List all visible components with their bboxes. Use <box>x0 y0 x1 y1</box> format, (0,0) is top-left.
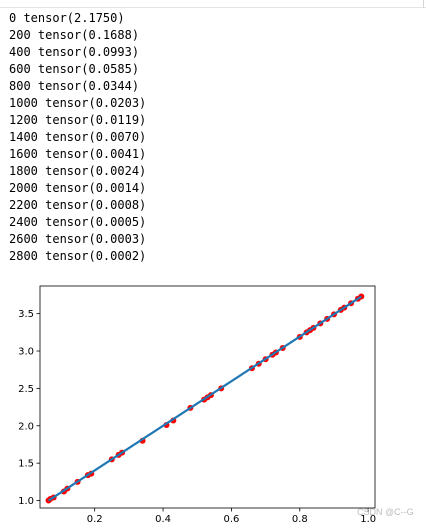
output-line: 1200 tensor(0.0119) <box>9 113 147 127</box>
output-line: 200 tensor(0.1688) <box>9 28 140 42</box>
y-tick-label: 2.0 <box>18 421 34 432</box>
plot-area: 0.2 0.4 0.6 0.8 1.0 1.0 1.5 2.0 2.5 3.0 3.5 <box>0 283 426 528</box>
y-tick-label: 1.0 <box>18 496 34 507</box>
output-line: 600 tensor(0.0585) <box>9 62 140 76</box>
output-line: 2400 tensor(0.0005) <box>9 215 147 229</box>
scrollbar-edge <box>423 0 426 8</box>
output-line: 0 tensor(2.1750) <box>9 11 125 25</box>
axes-frame <box>39 285 376 509</box>
output-line: 2200 tensor(0.0008) <box>9 198 147 212</box>
x-tick-label: 0.8 <box>292 514 308 525</box>
output-line: 1600 tensor(0.0041) <box>9 147 147 161</box>
watermark: CSDN @C--G <box>357 507 414 517</box>
output-line: 800 tensor(0.0344) <box>9 79 140 93</box>
x-tick-label: 0.4 <box>155 514 171 525</box>
output-line: 2600 tensor(0.0003) <box>9 232 147 246</box>
top-border <box>0 0 426 8</box>
y-tick-label: 2.5 <box>18 384 34 395</box>
x-tick-label: 0.6 <box>223 514 239 525</box>
output-line: 2800 tensor(0.0002) <box>9 249 147 263</box>
output-line: 1400 tensor(0.0070) <box>9 130 147 144</box>
output-line: 2000 tensor(0.0014) <box>9 181 147 195</box>
y-tick-label: 3.5 <box>18 309 34 320</box>
x-tick-label: 0.2 <box>87 514 103 525</box>
fit-line <box>47 295 362 502</box>
y-tick-label: 1.5 <box>18 459 34 470</box>
scatter-plot: 0.2 0.4 0.6 0.8 1.0 1.0 1.5 2.0 2.5 3.0 3.5 <box>18 285 376 525</box>
console-output: 0 tensor(2.1750) 200 tensor(0.1688) 400 te… <box>9 10 146 265</box>
output-line: 1000 tensor(0.0203) <box>9 96 147 110</box>
output-line: 1800 tensor(0.0024) <box>9 164 147 178</box>
y-tick-label: 3.0 <box>18 347 34 358</box>
x-tick-label: 1.0 <box>360 514 376 525</box>
output-line: 400 tensor(0.0993) <box>9 45 140 59</box>
